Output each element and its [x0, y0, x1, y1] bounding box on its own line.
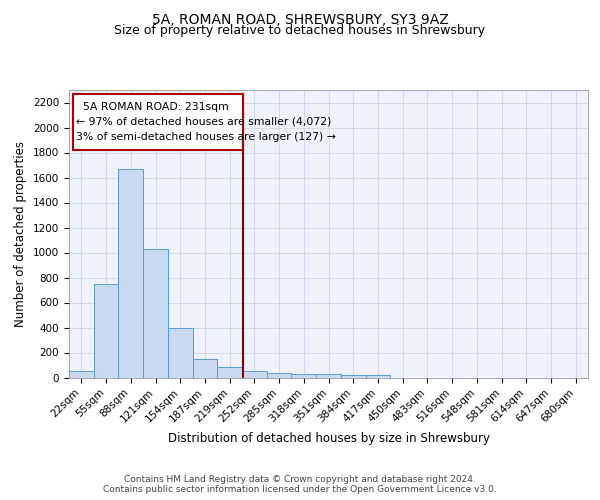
- Bar: [292, 374, 316, 378]
- Text: 5A, ROMAN ROAD, SHREWSBURY, SY3 9AZ: 5A, ROMAN ROAD, SHREWSBURY, SY3 9AZ: [152, 12, 448, 26]
- Bar: [193, 359, 217, 378]
- Bar: [316, 374, 341, 378]
- Text: Contains HM Land Registry data © Crown copyright and database right 2024.
Contai: Contains HM Land Registry data © Crown c…: [103, 474, 497, 494]
- Bar: [73, 94, 243, 150]
- Text: 5A ROMAN ROAD: 231sqm
← 97% of detached houses are smaller (4,072)
3% of semi-de: 5A ROMAN ROAD: 231sqm ← 97% of detached …: [76, 102, 336, 142]
- Bar: [267, 372, 292, 378]
- Bar: [143, 248, 168, 378]
- Bar: [217, 367, 242, 378]
- Bar: [118, 169, 143, 378]
- Bar: [94, 284, 118, 378]
- Bar: [242, 371, 267, 378]
- Bar: [69, 371, 94, 378]
- Bar: [168, 328, 193, 378]
- Y-axis label: Number of detached properties: Number of detached properties: [14, 141, 28, 327]
- X-axis label: Distribution of detached houses by size in Shrewsbury: Distribution of detached houses by size …: [167, 432, 490, 446]
- Bar: [365, 375, 390, 378]
- Bar: [341, 375, 365, 378]
- Text: Size of property relative to detached houses in Shrewsbury: Size of property relative to detached ho…: [115, 24, 485, 37]
